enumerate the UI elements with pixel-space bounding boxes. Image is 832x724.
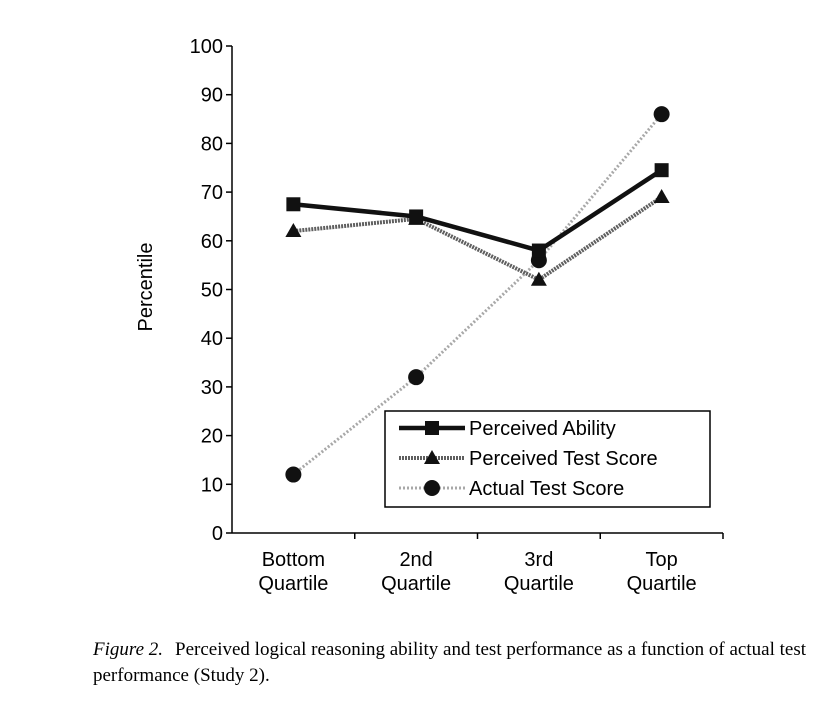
x-tick-label: Bottom Quartile: [258, 549, 328, 595]
x-tick-label-line: Top: [646, 549, 678, 571]
x-tick-label: Top Quartile: [627, 549, 697, 595]
legend: Perceived Ability Perceived Test Score Act…: [384, 410, 711, 508]
legend-label: Perceived Ability: [469, 418, 616, 440]
series-line: [293, 195, 663, 282]
square-marker: [425, 421, 439, 435]
y-tick-label: 0: [212, 523, 223, 545]
triangle-marker: [424, 450, 440, 464]
square-marker: [654, 163, 669, 178]
square-marker: [409, 209, 424, 224]
x-tick-label-line: 2nd: [399, 549, 432, 571]
y-tick-label: 20: [201, 426, 223, 448]
triangle-marker: [285, 223, 302, 238]
triangle-marker: [653, 188, 670, 203]
square-marker: [286, 197, 301, 212]
legend-label: Actual Test Score: [469, 478, 624, 500]
x-tick-label-line: 3rd: [524, 549, 553, 571]
series-perceived-ability: [286, 163, 669, 258]
circle-marker: [285, 466, 302, 483]
y-tick-label: 50: [201, 280, 223, 302]
series-line: [293, 168, 663, 253]
figure-label: Figure 2.: [93, 639, 164, 660]
x-tick-label: 3rd Quartile: [504, 549, 574, 595]
y-tick-label: 30: [201, 377, 223, 399]
circle-marker: [653, 106, 670, 123]
series-layer: [285, 106, 670, 483]
y-axis-label: Percentile: [135, 243, 157, 332]
y-axis-ticks: 0 10 20 30 40 50 60 70 80 90 100: [190, 36, 232, 545]
legend-label: Perceived Test Score: [469, 448, 658, 470]
square-marker: [531, 243, 546, 258]
x-tick-label-line: Quartile: [627, 573, 697, 595]
x-tick-label-line: Bottom: [262, 549, 325, 571]
y-tick-label: 100: [190, 36, 223, 58]
circle-marker: [424, 480, 440, 496]
x-tick-label-line: Quartile: [381, 573, 451, 595]
y-tick-label: 10: [201, 474, 223, 496]
y-tick-label: 70: [201, 182, 223, 204]
y-tick-label: 40: [201, 328, 223, 350]
triangle-marker: [530, 271, 547, 286]
x-tick-label-line: Quartile: [504, 573, 574, 595]
x-tick-label: 2nd Quartile: [381, 549, 451, 595]
figure-caption: Figure 2. Perceived logical reasoning abi…: [93, 637, 808, 689]
series-line: [292, 113, 663, 476]
y-tick-label: 60: [201, 231, 223, 253]
y-tick-label: 80: [201, 133, 223, 155]
x-tick-label-line: Quartile: [258, 573, 328, 595]
figure-caption-text: Perceived logical reasoning ability and …: [93, 639, 806, 686]
y-tick-label: 90: [201, 85, 223, 107]
circle-marker: [408, 369, 425, 386]
